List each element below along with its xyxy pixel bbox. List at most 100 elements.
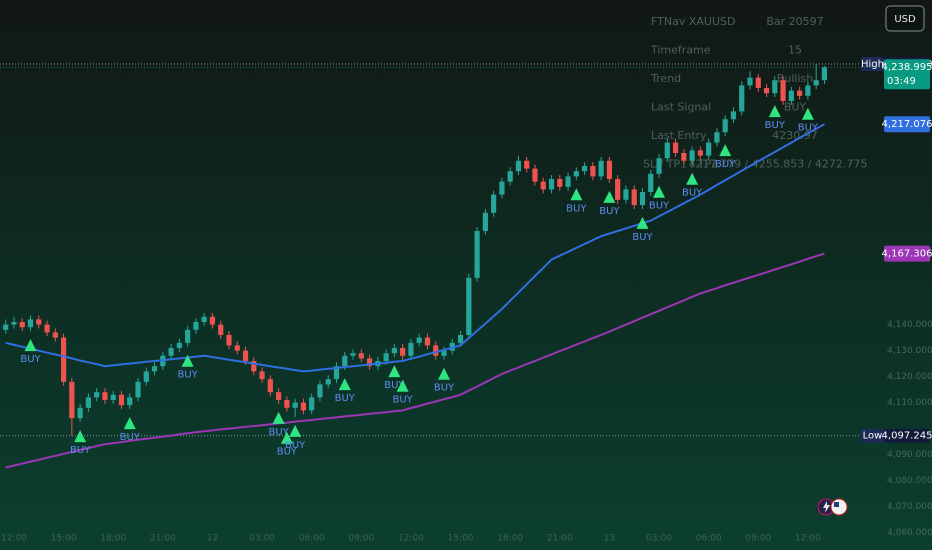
candle-body bbox=[110, 394, 116, 400]
candle-body bbox=[69, 381, 75, 419]
y-tick-label: 4,110.000 bbox=[887, 398, 932, 408]
buy-label: BUY bbox=[277, 447, 298, 458]
candle-body bbox=[582, 166, 588, 172]
buy-signal bbox=[280, 431, 293, 444]
x-tick-label: 15:00 bbox=[448, 534, 474, 544]
last-price-text: 4,238.995 bbox=[882, 62, 932, 73]
candle-body bbox=[259, 371, 265, 380]
candle-body bbox=[242, 350, 249, 361]
buy-label: BUY bbox=[335, 393, 356, 404]
candle-body bbox=[52, 332, 58, 338]
candle-body bbox=[408, 342, 414, 356]
candle-body bbox=[648, 173, 654, 192]
candle-body bbox=[689, 150, 695, 161]
status-icons bbox=[817, 498, 848, 516]
candle-body bbox=[267, 379, 273, 393]
candle-body bbox=[548, 179, 555, 190]
info-value: Bullish bbox=[777, 72, 813, 85]
buy-label: BUY bbox=[70, 445, 91, 456]
ma-1-box bbox=[884, 245, 930, 262]
candle-body bbox=[77, 407, 83, 419]
candle-body bbox=[573, 171, 579, 177]
candle-body bbox=[565, 176, 571, 187]
candle-body bbox=[284, 399, 290, 408]
y-tick-label: 4,130.000 bbox=[887, 346, 932, 356]
candle-body bbox=[631, 189, 637, 205]
candle-body bbox=[11, 321, 17, 325]
buy-label: BUY bbox=[268, 427, 289, 438]
y-tick-label: 4,090.000 bbox=[887, 450, 932, 460]
ma-0-text: 4,217.076 bbox=[882, 119, 932, 130]
low-text: 4,097.245 bbox=[882, 431, 932, 442]
candle-body bbox=[664, 142, 670, 159]
low-tag: Low bbox=[863, 431, 883, 442]
moving-average bbox=[5, 252, 825, 469]
buy-signal bbox=[396, 379, 409, 392]
buy-label: BUY bbox=[599, 206, 620, 217]
candle-body bbox=[366, 358, 373, 367]
candle-body bbox=[491, 194, 497, 213]
y-tick-label: 4,070.000 bbox=[887, 502, 932, 512]
candle-body bbox=[102, 392, 108, 400]
buy-signal bbox=[653, 185, 666, 198]
x-tick-label: 12 bbox=[207, 534, 218, 544]
candle-body bbox=[135, 381, 141, 398]
candle-body bbox=[234, 345, 240, 351]
candle-body bbox=[441, 350, 447, 356]
candle-body bbox=[300, 402, 307, 411]
buy-signal bbox=[438, 367, 451, 380]
x-tick-label: 12:00 bbox=[795, 534, 821, 544]
flag-canton bbox=[834, 502, 839, 507]
buy-signal bbox=[719, 144, 732, 157]
info-key: Timeframe bbox=[650, 44, 711, 57]
candle-body bbox=[615, 179, 621, 200]
candle-body bbox=[185, 329, 191, 343]
candle-body bbox=[424, 337, 431, 346]
currency-label: USD bbox=[894, 14, 916, 25]
candle-body bbox=[499, 181, 505, 195]
candle-body bbox=[317, 384, 323, 398]
info-value: BUY bbox=[784, 101, 807, 114]
candle-body bbox=[557, 179, 563, 187]
ma-0-box bbox=[884, 116, 930, 133]
candle-body bbox=[94, 392, 100, 398]
candle-body bbox=[127, 397, 133, 406]
currency-button[interactable] bbox=[885, 5, 925, 32]
candle-body bbox=[540, 181, 546, 190]
buy-label: BUY bbox=[649, 201, 670, 212]
candle-body bbox=[739, 85, 745, 112]
candle-body bbox=[325, 379, 331, 385]
candle-body bbox=[722, 119, 728, 133]
info-key: FTNav XAUUSD bbox=[651, 15, 735, 28]
buy-label: BUY bbox=[682, 188, 703, 199]
candle-body bbox=[515, 160, 522, 172]
lightning-shape bbox=[823, 501, 830, 513]
toolbar[interactable]: USD bbox=[885, 5, 925, 32]
buy-signal bbox=[24, 339, 37, 352]
candle-body bbox=[400, 347, 406, 356]
x-tick-label: 09:00 bbox=[348, 534, 374, 544]
last-price-box bbox=[884, 59, 930, 90]
candle-body bbox=[656, 158, 662, 174]
x-tick-label: 03:00 bbox=[249, 534, 275, 544]
low-box bbox=[884, 428, 930, 443]
candle-body bbox=[391, 347, 397, 354]
candle-body bbox=[780, 80, 786, 102]
x-tick-label: 21:00 bbox=[547, 534, 573, 544]
candle-body bbox=[813, 80, 819, 86]
candle-body bbox=[788, 90, 794, 102]
buy-signal bbox=[388, 365, 401, 378]
candle-body bbox=[193, 321, 199, 330]
info-key: Last Signal bbox=[651, 101, 711, 114]
candle-body bbox=[772, 80, 778, 94]
candle-body bbox=[358, 353, 364, 359]
countdown-text: 03:49 bbox=[887, 76, 916, 87]
candle-body bbox=[3, 324, 9, 330]
buy-signal bbox=[272, 411, 285, 424]
info-panel: FTNav XAUUSD Bar 20597 Timeframe 15 Trend Bul… bbox=[643, 15, 867, 171]
candle-body bbox=[697, 150, 703, 156]
candle-body bbox=[143, 371, 149, 382]
candle-body bbox=[251, 360, 257, 372]
